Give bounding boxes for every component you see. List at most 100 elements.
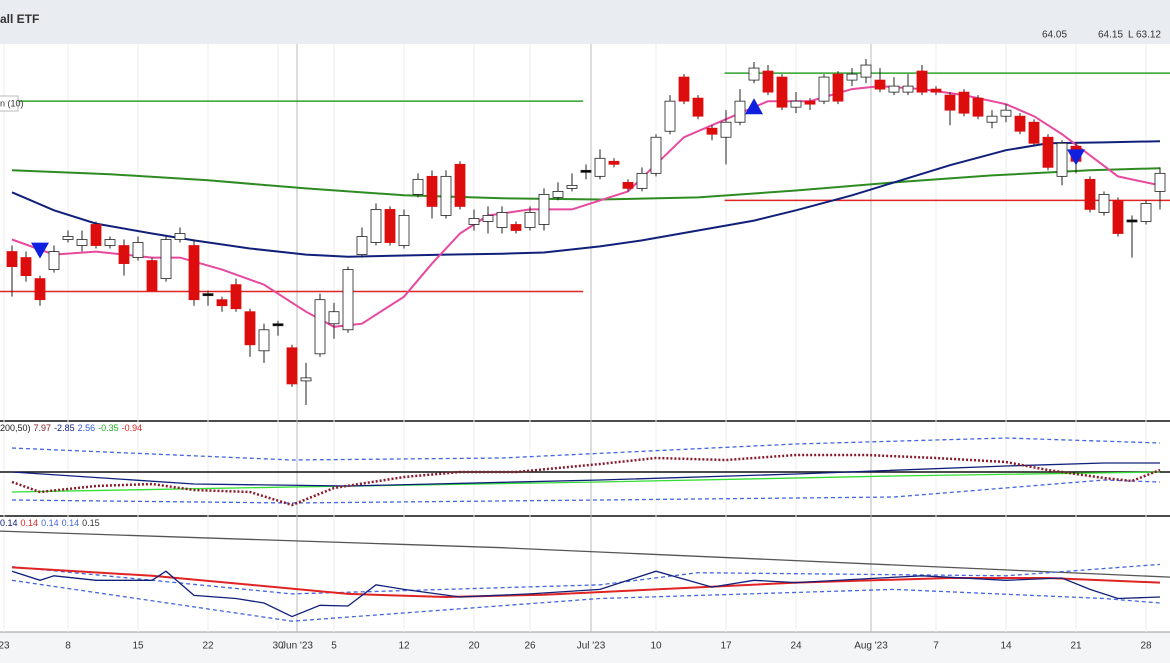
chart-title: all ETF [0, 12, 39, 26]
candle-body [902, 85, 914, 93]
legend-label: n (10) [0, 98, 24, 108]
panel-label-value: 0.14 [41, 518, 59, 528]
x-tick-label: 12 [398, 641, 410, 652]
indicator-line [11, 563, 1161, 595]
panel-label-value: -2.85 [54, 423, 75, 433]
candle-body [244, 311, 256, 346]
candle-body [1126, 219, 1138, 223]
candle-body [104, 239, 116, 246]
panel-label-value: 0.14 [0, 518, 18, 528]
candle-body [440, 175, 452, 216]
indicator-line [11, 570, 1161, 618]
candle-body [1140, 203, 1152, 222]
x-tick-label: 15 [132, 641, 144, 652]
header-bar [0, 0, 1170, 44]
candle-body [930, 88, 942, 93]
x-tick-label: 20 [468, 641, 480, 652]
candle-body [622, 181, 634, 189]
candle-body [258, 329, 270, 352]
candle-body [804, 100, 816, 105]
x-tick-label: Aug '23 [854, 641, 888, 652]
candle-body [958, 91, 970, 114]
candle-body [818, 76, 830, 102]
candle-body [734, 100, 746, 123]
candle-body [300, 377, 312, 382]
indicator-line [11, 437, 1161, 461]
candle-body [384, 209, 396, 243]
candle-body [454, 163, 466, 207]
panel-label-value: 2.56 [78, 423, 96, 433]
x-tick-label: Jul '23 [577, 641, 606, 652]
candle-body [860, 64, 872, 78]
candle-body [678, 76, 690, 102]
candle-body [1084, 178, 1096, 210]
candle-body [1056, 142, 1068, 177]
candle-body [916, 70, 928, 93]
indicator-line [11, 462, 1160, 487]
candle-body [874, 79, 886, 90]
candle-body [48, 251, 60, 271]
candle-body [888, 85, 900, 93]
x-tick-label: 5 [331, 641, 337, 652]
legend-box [0, 95, 19, 112]
x-axis-bar [0, 632, 1170, 663]
candle-body [1042, 136, 1054, 168]
indicator-line [11, 566, 1161, 599]
candle-body [90, 224, 102, 246]
x-tick-label: 22 [202, 641, 214, 652]
x-tick-label: 28 [1140, 641, 1152, 652]
candle-body [636, 172, 648, 189]
candle-body [482, 215, 494, 222]
candle-body [426, 175, 438, 207]
indicator-line [11, 579, 1161, 622]
candle-body [356, 236, 368, 255]
candle-body [76, 239, 88, 246]
indicator-line [11, 471, 1161, 493]
signal-marker [31, 242, 49, 259]
indicator-line [11, 479, 1161, 504]
panel-label-value: 0.15 [82, 518, 100, 528]
candle-body [524, 212, 536, 228]
candle-body [342, 269, 354, 331]
candle-body [762, 70, 774, 93]
candle-body [62, 236, 74, 240]
candle-body [118, 245, 130, 264]
x-tick-label: 17 [720, 641, 732, 652]
candle-body [706, 127, 718, 135]
moving-average [11, 85, 1161, 328]
candle-body [314, 299, 326, 355]
candle-body [202, 293, 214, 297]
x-tick-label: 10 [650, 641, 662, 652]
candle-body [664, 100, 676, 132]
quote-low: L 63.12 [1128, 30, 1161, 41]
candle-body [972, 97, 984, 117]
candle-body [748, 67, 760, 81]
candle-body [1000, 109, 1012, 117]
panel-label-value: -0.35 [98, 423, 119, 433]
candle-body [510, 224, 522, 231]
x-tick-label: 21 [1070, 641, 1082, 652]
candle-body [412, 178, 424, 195]
candle-body [692, 97, 704, 117]
panel-label-value: 200,50) [0, 423, 31, 433]
candle-body [580, 169, 592, 173]
candle-body [538, 193, 550, 225]
candle-body [608, 160, 620, 165]
candle-body [34, 278, 46, 301]
candle-body [188, 245, 200, 301]
candle-body [174, 233, 186, 240]
candle-body [1014, 115, 1026, 132]
panel-label-value: 0.14 [62, 518, 80, 528]
candle-body [776, 76, 788, 108]
panel-label-value: 7.97 [34, 423, 52, 433]
x-tick-label: 7 [933, 641, 939, 652]
candle-body [160, 239, 172, 280]
panel-label-value: -0.94 [122, 423, 143, 433]
quote-open: 64.05 [1042, 30, 1067, 41]
signal-marker [1067, 149, 1085, 166]
panel-label: 200,50) 7.97 -2.85 2.56 -0.35 -0.94 [0, 423, 142, 433]
candle-body [1098, 193, 1110, 213]
candle-body [20, 257, 32, 277]
indicator-line [11, 453, 1161, 507]
